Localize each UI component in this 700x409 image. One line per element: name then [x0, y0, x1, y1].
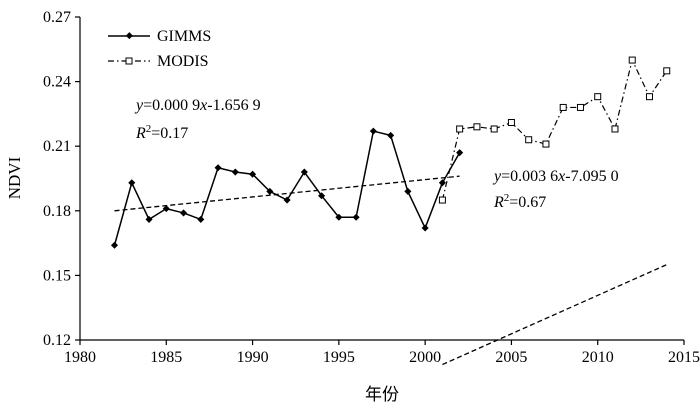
series-line-modis [441, 58, 668, 201]
annotation-gimms-regression: y=0.000 9x-1.656 9 R2=0.17 [134, 97, 261, 142]
data-point-modis [628, 56, 636, 64]
data-point-gimms [249, 170, 257, 178]
data-point-gimms [197, 215, 205, 223]
y-tick-label: 0.18 [43, 203, 71, 220]
x-tick-label: 2005 [495, 349, 527, 366]
data-point-modis [490, 125, 498, 133]
data-point-modis [507, 119, 515, 127]
data-point-gimms [300, 168, 308, 176]
x-tick-label: 1985 [150, 349, 182, 366]
data-point-modis [611, 125, 619, 133]
data-point-gimms [421, 224, 429, 232]
data-point-gimms [283, 196, 291, 204]
data-point-gimms [369, 127, 377, 135]
equation-modis: y=0.003 6x-7.095 0 [492, 168, 619, 185]
x-axis-ticks: 1980 1985 1990 1995 2000 2005 2010 2015 [64, 340, 700, 366]
data-point-gimms [404, 187, 412, 195]
equation-gimms: y=0.000 9x-1.656 9 [134, 97, 261, 114]
data-point-gimms [266, 187, 274, 195]
trendline-modis [442, 264, 668, 366]
y-tick-label: 0.15 [43, 267, 71, 284]
data-point-modis [542, 140, 550, 148]
x-axis-title: 年份 [365, 385, 399, 404]
x-tick-label: 1980 [64, 349, 96, 366]
y-tick-label: 0.21 [43, 138, 71, 155]
data-point-modis [438, 196, 446, 204]
data-point-modis [456, 125, 464, 133]
x-tick-label: 2000 [409, 349, 441, 366]
data-point-gimms [180, 209, 188, 217]
data-point-modis [559, 103, 567, 111]
y-tick-label: 0.27 [43, 9, 71, 26]
x-tick-label: 2015 [668, 349, 700, 366]
data-point-gimms [231, 168, 239, 176]
data-point-gimms [352, 213, 360, 221]
data-point-gimms [162, 205, 170, 213]
y-axis-ticks: 0.12 0.15 0.18 0.21 0.24 0.27 [43, 9, 80, 349]
data-point-modis [576, 103, 584, 111]
data-point-modis [663, 67, 671, 75]
y-tick-label: 0.24 [43, 74, 71, 91]
annotation-modis-regression: y=0.003 6x-7.095 0 R2=0.67 [492, 168, 619, 211]
legend: GIMMS MODIS [108, 28, 211, 70]
data-point-modis [645, 93, 653, 101]
data-point-gimms [128, 179, 136, 187]
x-tick-label: 2010 [582, 349, 614, 366]
data-point-modis [594, 93, 602, 101]
trendline-gimms [114, 175, 460, 212]
data-point-gimms [110, 241, 119, 249]
legend-marker-gimms [125, 32, 133, 40]
legend-label-gimms: GIMMS [157, 28, 211, 45]
r2-gimms: R2=0.17 [135, 123, 188, 142]
legend-marker-modis [125, 57, 133, 65]
data-point-gimms [387, 131, 395, 139]
x-tick-label: 1990 [237, 349, 269, 366]
data-point-gimms [438, 179, 446, 187]
r2-modis: R2=0.67 [493, 192, 546, 211]
data-point-gimms [318, 192, 326, 200]
data-point-gimms [214, 164, 222, 172]
data-point-modis [525, 136, 533, 144]
legend-label-modis: MODIS [157, 53, 209, 70]
y-axis-title: NDVI [5, 156, 24, 199]
data-point-gimms [456, 149, 464, 157]
x-tick-label: 1995 [323, 349, 355, 366]
data-point-gimms [145, 215, 153, 223]
y-tick-label: 0.12 [43, 332, 71, 349]
series [110, 56, 671, 249]
data-point-gimms [335, 213, 343, 221]
trendlines [114, 175, 668, 366]
data-point-modis [473, 123, 481, 131]
